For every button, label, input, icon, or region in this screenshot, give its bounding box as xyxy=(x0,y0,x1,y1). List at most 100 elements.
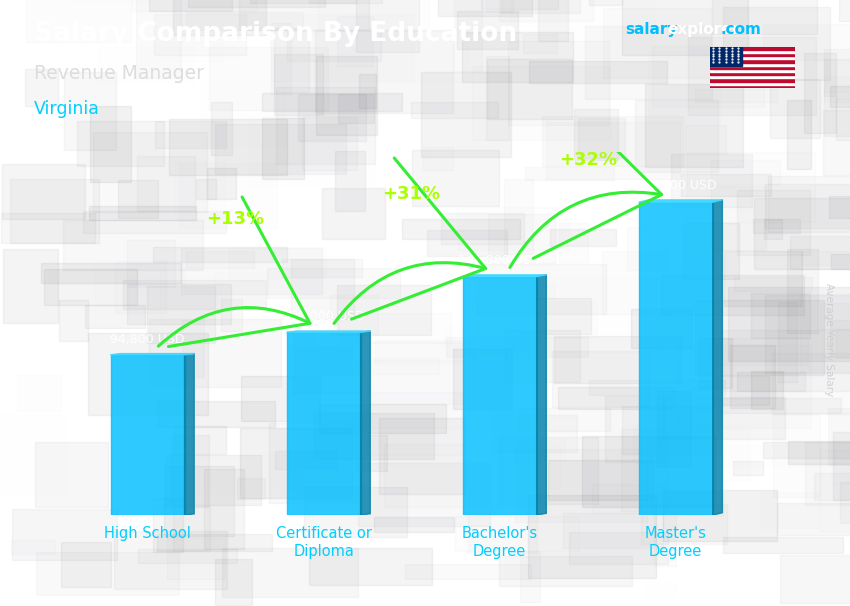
Bar xyxy=(585,256,621,296)
Bar xyxy=(207,168,236,199)
Bar xyxy=(505,330,580,382)
Bar xyxy=(486,0,513,12)
Bar xyxy=(303,117,357,170)
Bar xyxy=(221,299,242,331)
Bar xyxy=(149,0,231,11)
Bar xyxy=(652,45,764,107)
Bar xyxy=(652,492,722,515)
Text: 108,000 USD: 108,000 USD xyxy=(282,310,365,324)
Bar xyxy=(800,294,850,372)
Polygon shape xyxy=(286,331,371,333)
Bar xyxy=(453,348,513,410)
Bar xyxy=(331,295,377,334)
FancyArrowPatch shape xyxy=(334,158,485,324)
Bar xyxy=(787,249,819,333)
Bar xyxy=(639,202,712,515)
Bar xyxy=(319,404,446,433)
Bar xyxy=(710,62,795,65)
Bar xyxy=(292,259,354,319)
Bar xyxy=(661,275,803,315)
Text: Average Yearly Salary: Average Yearly Salary xyxy=(824,283,834,396)
Polygon shape xyxy=(712,200,722,515)
Bar xyxy=(814,473,850,500)
Bar xyxy=(504,474,638,544)
Bar xyxy=(729,345,774,408)
Bar xyxy=(575,109,618,161)
Bar xyxy=(836,329,850,358)
Bar xyxy=(493,415,576,452)
Bar xyxy=(173,0,266,35)
Bar xyxy=(411,102,498,118)
Bar xyxy=(751,293,810,338)
Bar xyxy=(446,337,588,358)
Bar xyxy=(622,406,720,454)
Bar xyxy=(11,540,54,554)
Polygon shape xyxy=(360,331,371,515)
Bar xyxy=(422,147,453,170)
Text: Salary Comparison By Education: Salary Comparison By Education xyxy=(34,21,517,47)
Bar xyxy=(605,396,664,462)
Bar xyxy=(710,56,795,59)
Bar xyxy=(72,0,154,2)
Bar xyxy=(515,449,647,522)
Bar xyxy=(677,345,811,428)
Bar xyxy=(229,247,326,278)
Bar xyxy=(477,264,606,315)
Bar xyxy=(445,327,465,347)
Bar xyxy=(582,436,715,507)
Bar xyxy=(1,213,95,244)
Bar xyxy=(824,59,850,136)
Bar xyxy=(339,500,403,518)
Bar xyxy=(59,299,88,341)
Text: +13%: +13% xyxy=(207,210,264,228)
Bar xyxy=(36,552,178,595)
Bar xyxy=(515,439,545,462)
Bar xyxy=(411,150,499,205)
Bar xyxy=(43,269,137,305)
Bar xyxy=(211,102,233,155)
Bar xyxy=(214,124,346,174)
Bar xyxy=(366,391,462,455)
Bar xyxy=(621,429,668,511)
Text: 185,000 USD: 185,000 USD xyxy=(634,179,717,192)
Bar xyxy=(118,181,158,218)
Bar xyxy=(820,302,850,329)
Bar xyxy=(486,59,572,119)
Bar xyxy=(383,444,502,507)
Bar xyxy=(830,86,850,107)
Bar xyxy=(65,72,116,150)
Text: explorer: explorer xyxy=(667,22,740,38)
Bar xyxy=(720,330,850,391)
Bar xyxy=(183,321,204,378)
Bar xyxy=(304,487,407,537)
Bar xyxy=(337,94,374,123)
Bar xyxy=(359,464,490,526)
Bar xyxy=(374,518,454,532)
Bar xyxy=(315,30,453,113)
Text: 94,800 USD: 94,800 USD xyxy=(110,333,184,346)
Bar xyxy=(528,495,656,578)
Bar xyxy=(523,34,558,53)
Bar xyxy=(554,336,681,382)
Bar xyxy=(702,371,834,412)
Bar xyxy=(17,375,61,411)
Bar xyxy=(269,423,357,504)
Bar xyxy=(648,51,721,122)
Bar xyxy=(688,36,815,115)
Bar xyxy=(215,559,252,605)
Bar xyxy=(149,319,281,387)
Bar xyxy=(541,116,683,166)
Bar xyxy=(763,442,850,459)
Bar xyxy=(173,505,210,551)
Bar xyxy=(462,277,536,515)
Bar xyxy=(169,119,286,175)
Bar xyxy=(188,0,326,7)
Bar xyxy=(823,110,850,175)
Bar xyxy=(375,340,463,363)
Bar xyxy=(519,408,610,431)
Bar xyxy=(367,342,477,404)
Bar xyxy=(309,0,382,3)
Bar xyxy=(356,0,419,52)
Bar xyxy=(538,0,568,41)
Bar xyxy=(552,350,649,407)
